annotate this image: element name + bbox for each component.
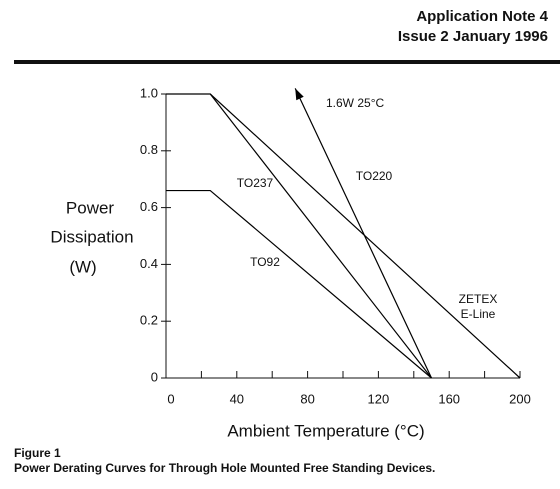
arrow-head bbox=[295, 88, 304, 101]
series-label: ZETEX E-Line bbox=[459, 292, 498, 321]
series-line bbox=[294, 88, 433, 379]
series-line bbox=[209, 93, 432, 379]
x-axis-title: Ambient Temperature (°C) bbox=[227, 421, 424, 440]
x-tick-label: 120 bbox=[368, 391, 390, 406]
y-axis-title: Power bbox=[66, 198, 115, 217]
x-tick-label: 200 bbox=[509, 391, 531, 406]
y-tick-label: 0.8 bbox=[140, 142, 158, 157]
figure-caption: Power Derating Curves for Through Hole M… bbox=[14, 461, 435, 475]
header-rule bbox=[14, 60, 560, 64]
series-label: TO92 bbox=[250, 255, 280, 269]
y-tick-label: 0.6 bbox=[140, 199, 158, 214]
x-tick-label: 80 bbox=[300, 391, 314, 406]
y-axis-title: (W) bbox=[69, 257, 96, 276]
annotation: 1.6W 25°C bbox=[326, 96, 384, 110]
header-issue: Issue 2 January 1996 bbox=[398, 28, 548, 45]
x-tick-label: 160 bbox=[438, 391, 460, 406]
y-tick-label: 0 bbox=[151, 369, 158, 384]
x-tick-label: 0 bbox=[167, 391, 174, 406]
figure-label: Figure 1 bbox=[14, 446, 61, 460]
series-line bbox=[166, 189, 432, 379]
series-label: TO220 bbox=[356, 169, 393, 183]
series-line bbox=[166, 93, 521, 379]
x-tick-label: 40 bbox=[230, 391, 244, 406]
y-tick-label: 0.4 bbox=[140, 256, 158, 271]
y-tick-label: 1.0 bbox=[140, 85, 158, 100]
series-label: TO237 bbox=[237, 176, 274, 190]
header-title: Application Note 4 bbox=[416, 8, 548, 25]
y-tick-label: 0.2 bbox=[140, 313, 158, 328]
y-axis-title: Dissipation bbox=[50, 227, 133, 246]
